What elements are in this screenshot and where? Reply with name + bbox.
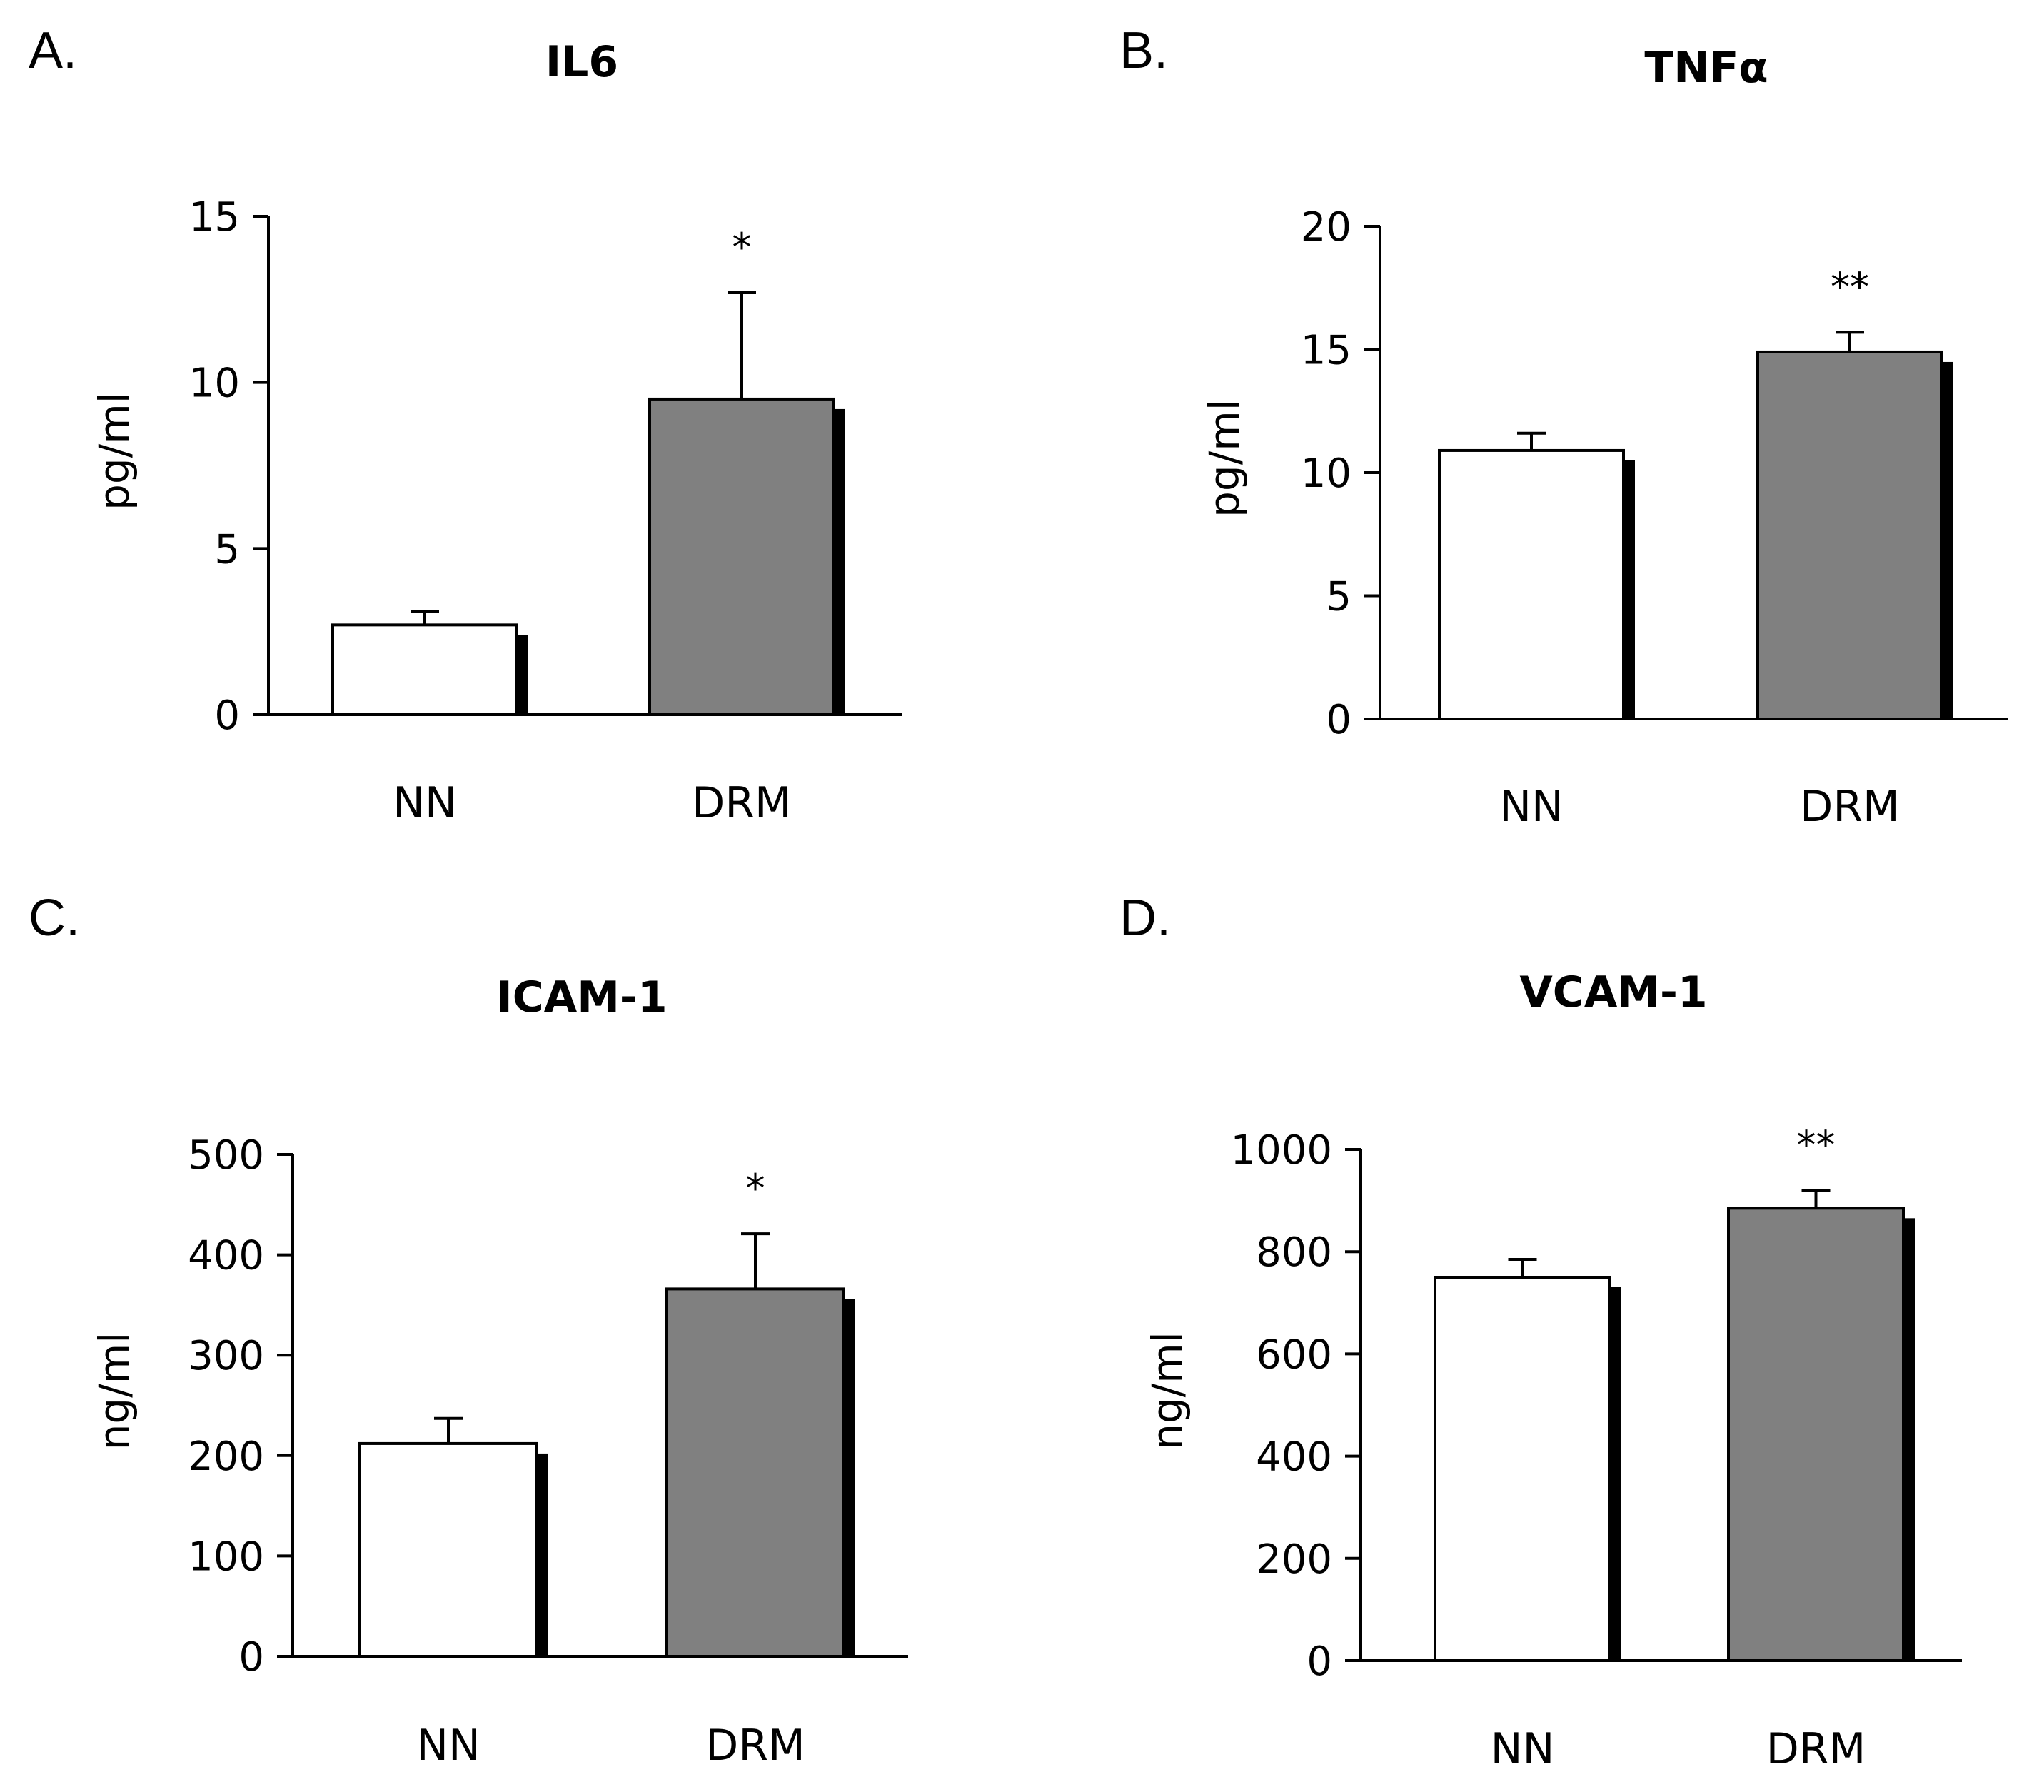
bar-icam1-drm	[665, 1287, 845, 1658]
y-axis-title-il6: pg/ml	[90, 392, 139, 510]
y-tick-label-il6: 5	[214, 526, 240, 573]
significance-label-vcam1-drm: **	[1797, 1122, 1836, 1167]
panel-label-il6: A.	[29, 22, 77, 79]
bar-shadow-tnf-nn	[1623, 460, 1635, 719]
y-tick-label-tnf: 0	[1326, 697, 1351, 743]
y-tick-label-tnf: 5	[1326, 574, 1351, 620]
x-category-label-vcam1-drm: DRM	[1766, 1724, 1866, 1774]
bar-tnf-nn	[1438, 448, 1625, 720]
y-tick-label-tnf: 15	[1301, 328, 1351, 374]
y-tick-label-icam1: 300	[188, 1333, 264, 1379]
x-category-label-tnf-nn: NN	[1499, 782, 1564, 832]
y-tick-label-vcam1: 0	[1307, 1639, 1332, 1685]
chart-title-tnf: TNFα	[1644, 43, 1768, 93]
bar-shadow-vcam1-nn	[1610, 1287, 1621, 1661]
y-axis-title-icam1: ng/ml	[90, 1332, 139, 1451]
panel-label-tnf: B.	[1119, 22, 1168, 79]
y-tick-label-tnf: 20	[1301, 204, 1351, 251]
y-tick-label-vcam1: 400	[1256, 1434, 1332, 1481]
bar-shadow-icam1-nn	[537, 1453, 548, 1656]
y-tick-label-icam1: 400	[188, 1233, 264, 1279]
bar-vcam1-nn	[1434, 1276, 1611, 1662]
y-tick-label-icam1: 200	[188, 1434, 264, 1480]
significance-label-tnf-drm: **	[1831, 264, 1869, 309]
y-tick-label-icam1: 100	[188, 1534, 264, 1580]
y-tick-label-vcam1: 800	[1256, 1229, 1332, 1276]
y-axis-title-vcam1: ng/ml	[1143, 1332, 1192, 1450]
chart-title-icam1: ICAM-1	[496, 972, 667, 1022]
x-category-label-icam1-drm: DRM	[705, 1721, 805, 1771]
x-category-label-il6-drm: DRM	[692, 778, 792, 828]
panel-label-icam1: C.	[29, 890, 80, 947]
y-axis-title-tnf: pg/ml	[1200, 399, 1249, 518]
x-category-label-il6-nn: NN	[393, 778, 457, 828]
bar-shadow-il6-drm	[834, 408, 845, 715]
significance-label-icam1-drm: *	[746, 1166, 765, 1211]
y-tick-label-icam1: 0	[238, 1634, 264, 1681]
significance-label-il6-drm: *	[732, 225, 752, 270]
y-tick-label-vcam1: 200	[1256, 1536, 1332, 1583]
y-tick-label-tnf: 10	[1301, 450, 1351, 497]
bar-shadow-tnf-drm	[1942, 361, 1953, 719]
y-tick-label-il6: 15	[189, 194, 240, 241]
y-tick-label-il6: 10	[189, 361, 240, 407]
bar-il6-drm	[648, 397, 835, 717]
x-category-label-tnf-drm: DRM	[1800, 782, 1900, 832]
bar-vcam1-drm	[1727, 1207, 1905, 1662]
y-tick-label-vcam1: 600	[1256, 1332, 1332, 1378]
y-tick-label-il6: 0	[214, 693, 240, 739]
bar-shadow-icam1-drm	[844, 1299, 855, 1656]
bar-tnf-drm	[1756, 350, 1943, 720]
chart-title-il6: IL6	[545, 37, 618, 87]
chart-title-vcam1: VCAM-1	[1519, 967, 1707, 1017]
bar-icam1-nn	[358, 1441, 538, 1658]
bar-shadow-vcam1-drm	[1903, 1218, 1915, 1661]
x-category-label-icam1-nn: NN	[416, 1721, 480, 1771]
y-tick-label-icam1: 500	[188, 1132, 264, 1179]
x-category-label-vcam1-nn: NN	[1491, 1724, 1555, 1774]
panel-label-vcam1: D.	[1119, 890, 1171, 947]
bar-shadow-il6-nn	[517, 635, 528, 715]
bar-il6-nn	[331, 623, 518, 716]
y-tick-label-vcam1: 1000	[1230, 1127, 1332, 1174]
